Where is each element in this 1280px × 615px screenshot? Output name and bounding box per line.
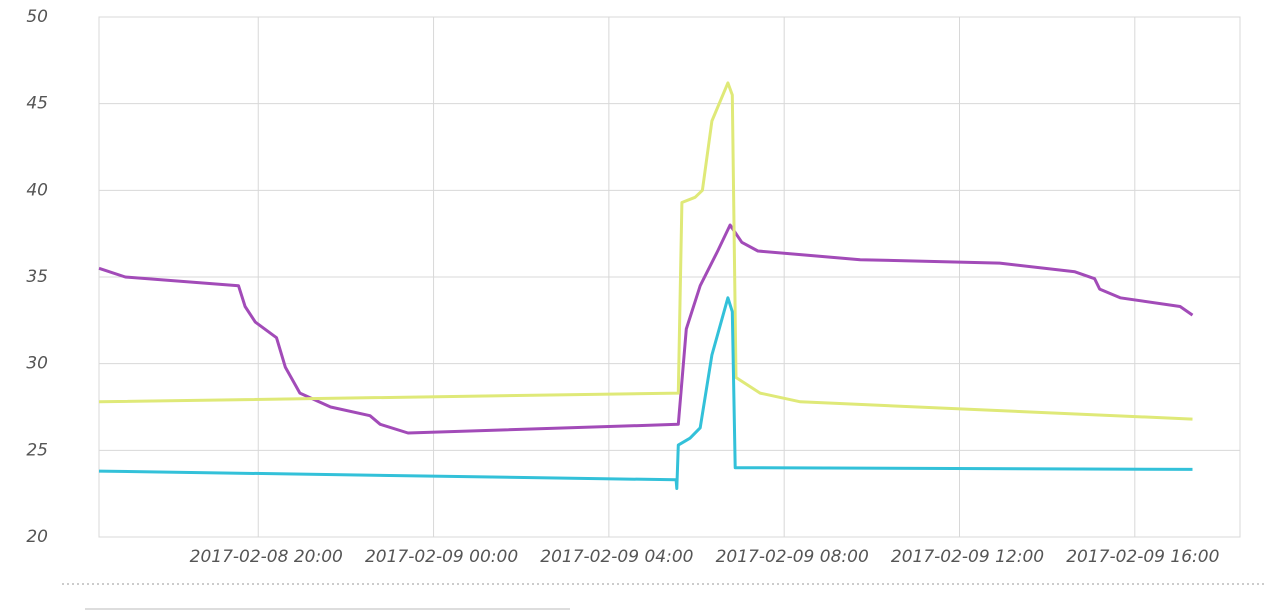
y-tick-label: 30 — [26, 354, 48, 374]
y-tick-label: 40 — [26, 180, 48, 200]
x-tick-label: 2017-02-08 20:00 — [190, 547, 343, 567]
y-tick-label: 45 — [26, 94, 48, 114]
x-tick-label: 2017-02-09 04:00 — [540, 547, 693, 567]
series-line — [98, 223, 1194, 435]
x-tick-label: 2017-02-09 16:00 — [1066, 547, 1219, 567]
y-tick-label: 20 — [26, 527, 48, 547]
x-tick-label: 2017-02-09 08:00 — [716, 547, 869, 567]
x-tick-label: 2017-02-09 12:00 — [891, 547, 1044, 567]
series-line — [98, 81, 1193, 421]
x-tick-label: 2017-02-09 00:00 — [365, 547, 518, 567]
y-tick-label: 25 — [26, 440, 48, 460]
series-line — [98, 296, 1193, 490]
y-tick-label: 35 — [26, 267, 48, 287]
y-tick-label: 50 — [26, 7, 48, 27]
